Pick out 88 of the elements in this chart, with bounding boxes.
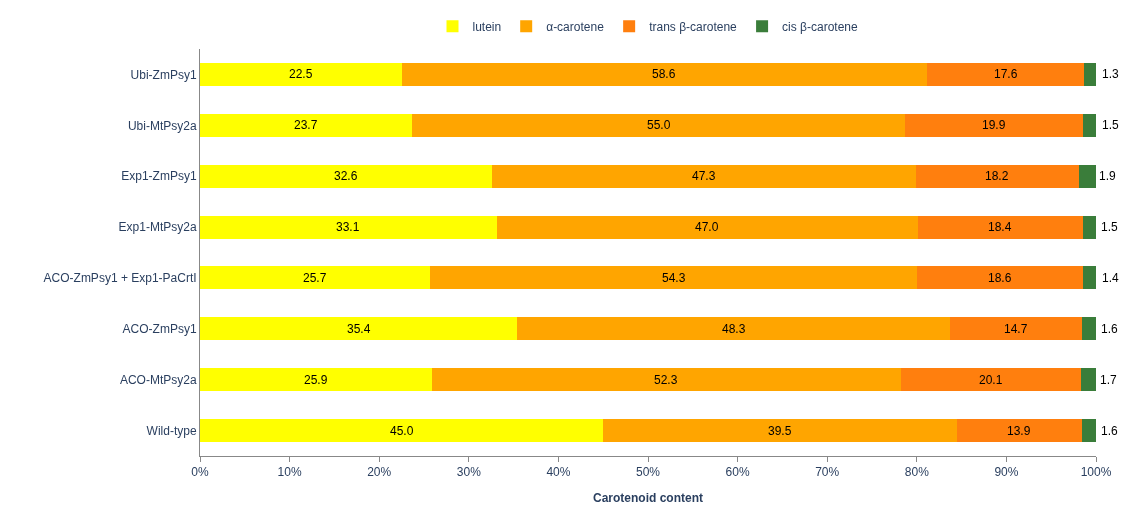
bar [1078, 164, 1096, 188]
x-tick-label: 30% [456, 465, 482, 480]
bar [957, 419, 1082, 443]
bar [200, 215, 497, 239]
data-label: 19.9 [982, 118, 1006, 132]
bar [200, 317, 518, 341]
x-tick-label: 10% [277, 465, 302, 480]
bar [517, 317, 950, 341]
data-label: 18.6 [988, 271, 1012, 285]
bar [926, 62, 1085, 86]
x-tick-label: 50% [635, 465, 661, 480]
bar [905, 113, 1084, 137]
data-label: 47.0 [695, 220, 719, 234]
data-label: 1.6 [1101, 322, 1119, 336]
bar [916, 266, 1084, 290]
bar [496, 215, 918, 239]
bar [917, 215, 1083, 239]
y-tick-label: Wild-type [146, 423, 197, 438]
x-tick-label: 60% [725, 465, 750, 480]
data-label: 25.7 [303, 271, 327, 285]
data-label: 32.6 [334, 169, 358, 183]
legend-label: trans β-carotene [649, 20, 738, 35]
bar [200, 164, 493, 188]
data-label: 1.3 [1102, 67, 1120, 81]
legend-label: lutein [472, 20, 502, 35]
data-label: 45.0 [390, 424, 414, 438]
bar [1084, 62, 1096, 86]
data-label: 13.9 [1007, 424, 1031, 438]
y-tick-label: ACO-ZmPsy1 + Exp1-PaCrtI [43, 271, 197, 286]
bar [1083, 113, 1096, 137]
data-label: 55.0 [647, 118, 671, 132]
bar [432, 368, 901, 392]
bar [200, 419, 604, 443]
data-label: 17.6 [994, 67, 1018, 81]
x-tick-label: 90% [994, 465, 1019, 480]
y-tick-label: Exp1-ZmPsy1 [121, 169, 197, 184]
data-label: 52.3 [654, 373, 678, 387]
x-tick-label: 100% [1080, 465, 1112, 480]
data-label: 18.2 [985, 169, 1009, 183]
x-tick-label: 40% [546, 465, 571, 480]
x-tick-label: 80% [904, 465, 930, 480]
y-tick-label: Ubi-MtPsy2a [127, 118, 197, 133]
legend-label: α-carotene [546, 20, 605, 35]
bar [900, 368, 1081, 392]
data-label: 20.1 [979, 373, 1003, 387]
y-tick-label: Exp1-MtPsy2a [118, 220, 197, 235]
data-label: 33.1 [336, 220, 360, 234]
y-tick-label: ACO-ZmPsy1 [122, 322, 197, 337]
bar [200, 368, 433, 392]
data-label: 58.6 [652, 67, 676, 81]
data-label: 1.5 [1101, 220, 1119, 234]
bar [603, 419, 958, 443]
y-tick-label: ACO-MtPsy2a [119, 372, 197, 387]
bar [430, 266, 917, 290]
bar [492, 164, 916, 188]
bar [200, 113, 413, 137]
bar [200, 266, 431, 290]
bar [200, 62, 402, 86]
data-label: 22.5 [289, 67, 313, 81]
x-axis-title: Carotenoid content [593, 491, 703, 506]
data-label: 1.6 [1101, 424, 1119, 438]
data-label: 18.4 [988, 220, 1012, 234]
bar [949, 317, 1082, 341]
data-label: 35.4 [347, 322, 371, 336]
data-label: 48.3 [722, 322, 746, 336]
data-label: 47.3 [692, 169, 716, 183]
bar [915, 164, 1079, 188]
data-label: 1.7 [1100, 373, 1118, 387]
x-tick-label: 70% [815, 465, 840, 480]
bar [401, 62, 927, 86]
y-tick-label: Ubi-ZmPsy1 [130, 67, 197, 82]
x-tick-label: 20% [367, 465, 392, 480]
data-label: 25.9 [304, 373, 328, 387]
bar [1082, 215, 1096, 239]
bar [1081, 317, 1096, 341]
data-label: 1.4 [1102, 271, 1120, 285]
bar [412, 113, 906, 137]
data-label: 1.9 [1099, 169, 1117, 183]
data-label: 39.5 [768, 424, 792, 438]
x-tick-label: 0% [191, 465, 209, 480]
bar [1083, 266, 1096, 290]
data-label: 54.3 [662, 271, 686, 285]
bar [1081, 419, 1096, 443]
data-label: 14.7 [1004, 322, 1028, 336]
data-label: 1.5 [1102, 118, 1120, 132]
bar [1080, 368, 1096, 392]
data-label: 23.7 [294, 118, 318, 132]
legend-label: cis β-carotene [782, 20, 859, 35]
